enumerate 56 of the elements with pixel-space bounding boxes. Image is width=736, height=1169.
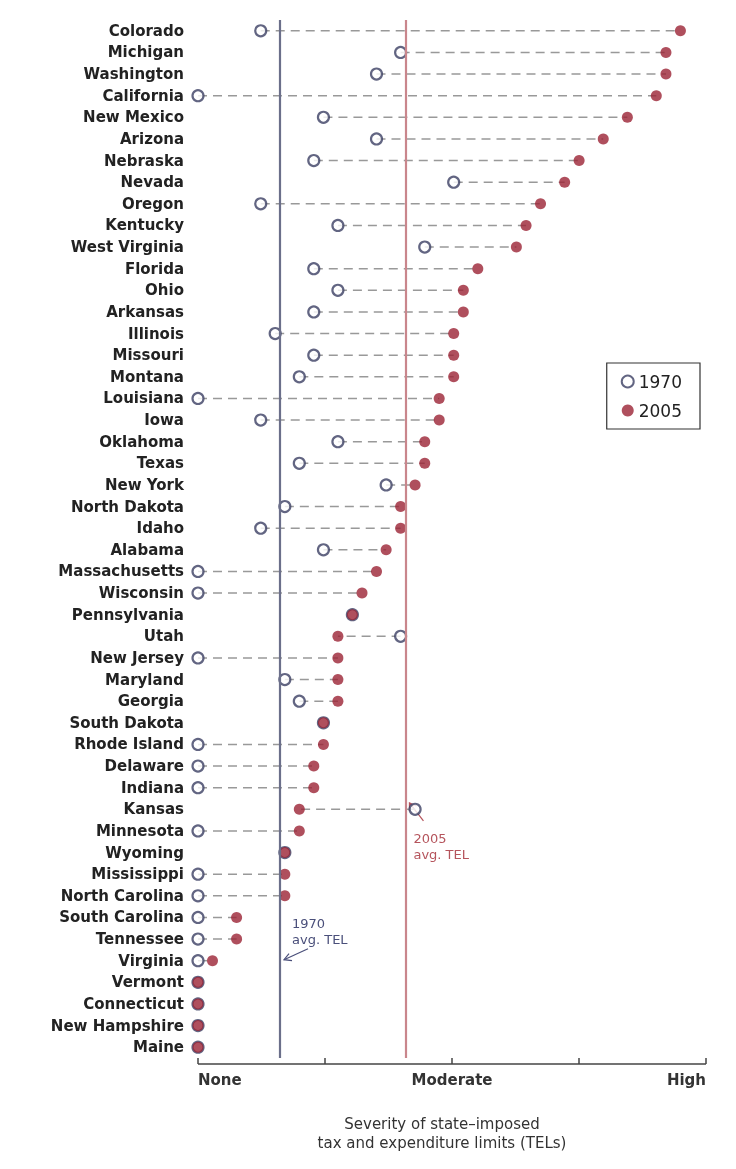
y-tick-label: New Mexico	[83, 108, 184, 127]
y-tick-label: Wyoming	[105, 843, 184, 862]
y-tick-label: Maryland	[105, 670, 184, 689]
text: None	[198, 1070, 242, 1089]
y-tick-label: Wisconsin	[98, 584, 184, 603]
y-tick-label: Oklahoma	[99, 432, 184, 451]
y-tick-label: Connecticut	[83, 994, 184, 1013]
y-tick-label: Indiana	[120, 778, 184, 797]
y-tick-label: Massachusetts	[58, 562, 185, 581]
legend-label: 1970	[638, 371, 682, 392]
y-tick-label: South Carolina	[59, 908, 184, 927]
x-axis-title: Severity of state–imposed tax and expenditure limits (TELs)	[317, 1114, 567, 1152]
y-tick-label: Idaho	[136, 519, 184, 538]
y-tick-label: Pennsylvania	[71, 605, 184, 624]
y-tick-label: Montana	[109, 367, 184, 386]
y-tick-label: Illinois	[127, 324, 185, 343]
y-tick-label: Oregon	[121, 194, 184, 213]
y-tick-label: Kentucky	[105, 216, 185, 235]
y-tick-label: Minnesota	[95, 821, 184, 840]
y-tick-label: Georgia	[117, 692, 184, 711]
y-tick-label: Colorado	[108, 21, 184, 40]
y-tick-label: New Hampshire	[50, 1016, 184, 1035]
y-tick-label: Kansas	[123, 800, 185, 819]
y-tick-label: Ohio	[145, 281, 184, 300]
y-tick-label: Iowa	[144, 411, 184, 430]
y-tick-label: California	[102, 86, 184, 105]
y-tick-label: Nebraska	[103, 151, 184, 170]
ref-line-label: 2005 avg. TEL	[413, 831, 470, 863]
y-tick-label: Delaware	[104, 757, 184, 776]
y-tick-label: Maine	[132, 1038, 184, 1057]
text: Moderate	[411, 1070, 493, 1089]
y-tick-label: Arkansas	[106, 302, 185, 321]
y-tick-label: Mississippi	[91, 865, 184, 884]
y-tick-label: Texas	[136, 454, 185, 473]
y-tick-label: West Virginia	[70, 238, 184, 257]
y-tick-label: Vermont	[111, 973, 184, 992]
y-tick-label: Nevada	[120, 173, 184, 192]
y-tick-label: Florida	[124, 259, 184, 278]
y-tick-label: Alabama	[110, 540, 184, 559]
ref-line-label: 1970 avg. TEL	[292, 916, 349, 948]
y-tick-label: Missouri	[112, 346, 184, 365]
y-tick-label: Virginia	[118, 951, 184, 970]
y-tick-label: Rhode Island	[74, 735, 184, 754]
legend-label: 2005	[638, 400, 682, 421]
text: High	[666, 1070, 706, 1089]
y-tick-label: New York	[105, 475, 186, 494]
y-tick-label: North Carolina	[60, 886, 184, 905]
y-tick-label: North Dakota	[70, 497, 184, 516]
y-tick-label: Louisiana	[103, 389, 184, 408]
y-tick-label: South Dakota	[69, 713, 184, 732]
y-tick-label: Utah	[143, 627, 184, 646]
y-tick-label: Tennessee	[95, 930, 184, 949]
y-tick-label: Washington	[83, 65, 184, 84]
y-tick-label: New Jersey	[90, 648, 185, 667]
y-tick-label: Michigan	[107, 43, 184, 62]
y-tick-label: Arizona	[120, 129, 184, 148]
